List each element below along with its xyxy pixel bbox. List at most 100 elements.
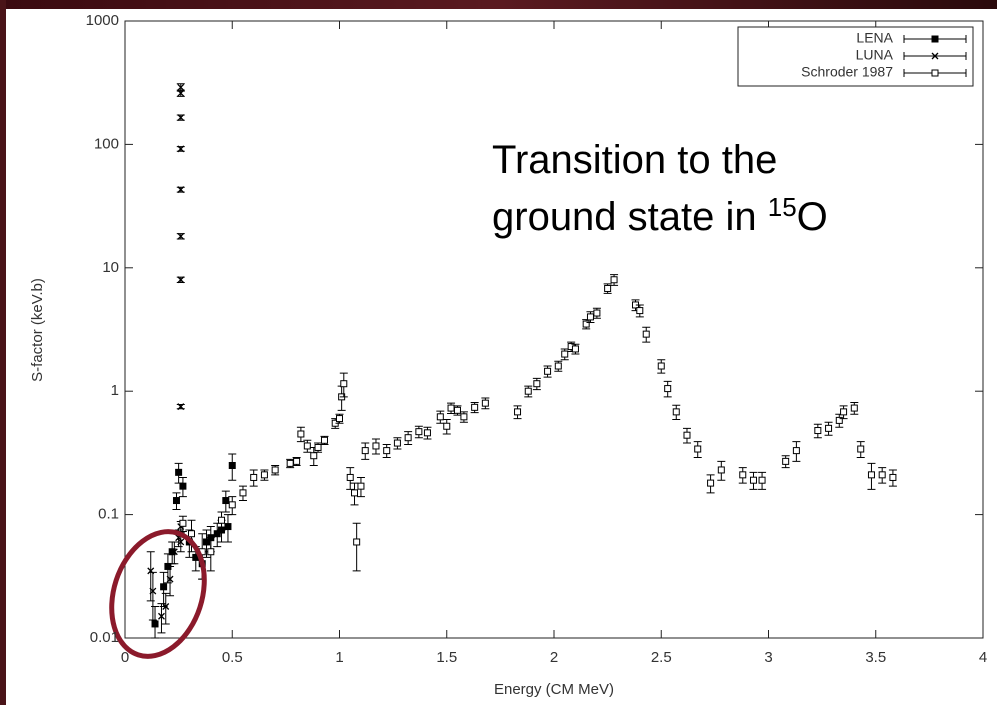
marker: [460, 413, 468, 421]
annotation-text: ground state in: [492, 195, 768, 239]
marker: [177, 114, 185, 122]
marker: [177, 83, 185, 91]
marker: [857, 445, 865, 453]
marker: [353, 538, 361, 546]
marker: [415, 428, 423, 436]
marker: [213, 530, 221, 538]
marker: [867, 471, 875, 479]
marker: [340, 380, 348, 388]
x-tick-label: 4: [979, 649, 987, 666]
marker: [170, 548, 178, 556]
marker: [250, 473, 258, 481]
y-tick-label: 1: [111, 382, 119, 399]
error-bar: [148, 571, 157, 621]
marker: [423, 429, 431, 437]
y-tick-label: 0.1: [98, 506, 119, 523]
marker: [172, 497, 180, 505]
annotation-superscript: 15: [768, 192, 797, 222]
x-tick-label: 3: [764, 649, 772, 666]
marker-x: [149, 587, 157, 595]
error-bar: [161, 592, 170, 625]
marker: [447, 404, 455, 412]
marker: [177, 145, 185, 153]
marker: [346, 473, 354, 481]
error-bar: [166, 565, 175, 597]
marker: [554, 362, 562, 370]
marker: [782, 457, 790, 465]
marker: [436, 413, 444, 421]
marker-x: [177, 83, 185, 91]
marker: [207, 548, 215, 556]
marker: [481, 399, 489, 407]
marker-x: [177, 114, 185, 122]
marker-x: [170, 548, 178, 556]
marker: [297, 430, 305, 438]
marker: [471, 403, 479, 411]
marker: [514, 408, 522, 416]
marker: [717, 466, 725, 474]
marker: [931, 69, 939, 77]
marker: [314, 443, 322, 451]
marker: [177, 186, 185, 194]
marker-x: [166, 575, 174, 583]
marker-x: [177, 186, 185, 194]
marker: [357, 482, 365, 490]
x-axis-label: Energy (CM MeV): [494, 681, 614, 698]
marker: [610, 276, 618, 284]
marker: [372, 442, 380, 450]
marker: [320, 436, 328, 444]
marker: [228, 461, 236, 469]
marker: [544, 367, 552, 375]
marker: [303, 442, 311, 450]
marker: [561, 350, 569, 358]
marker: [586, 313, 594, 321]
marker: [524, 387, 532, 395]
plot-frame: [124, 20, 984, 639]
marker: [931, 52, 939, 60]
marker: [533, 380, 541, 388]
legend-label: Schroder 1987: [801, 64, 893, 80]
y-tick-label: 10: [102, 259, 119, 276]
y-tick-label: 1000: [86, 12, 119, 29]
x-tick-label: 0.5: [222, 649, 243, 666]
marker: [179, 519, 187, 527]
annotation: ground state in 15O: [492, 192, 828, 239]
x-tick-label: 1.5: [436, 649, 457, 666]
marker: [177, 538, 185, 546]
marker: [179, 482, 187, 490]
marker: [707, 479, 715, 487]
marker: [739, 471, 747, 479]
marker: [749, 476, 757, 484]
error-bar: [157, 603, 166, 634]
error-bar: [352, 522, 361, 572]
marker-x: [162, 603, 170, 610]
marker: [239, 489, 247, 497]
marker: [361, 447, 369, 455]
marker: [604, 284, 612, 292]
marker: [158, 612, 165, 620]
marker: [177, 276, 185, 284]
marker: [177, 403, 185, 411]
marker: [187, 530, 195, 538]
error-bar: [170, 541, 179, 565]
marker-x: [177, 232, 185, 240]
marker: [383, 447, 391, 455]
marker: [453, 406, 461, 414]
marker: [393, 439, 401, 447]
annotation: Transition to the: [492, 138, 777, 182]
marker: [293, 457, 301, 465]
marker: [889, 473, 897, 481]
y-tick-label: 0.01: [90, 629, 119, 646]
marker: [683, 431, 691, 439]
y-axis-label: S-factor (keV.b): [29, 278, 46, 382]
x-tick-label: 2.5: [651, 649, 672, 666]
plot-area: [146, 83, 897, 639]
marker: [850, 404, 858, 412]
marker: [672, 408, 680, 416]
marker: [151, 620, 159, 628]
marker: [218, 516, 226, 524]
marker: [310, 452, 318, 460]
marker-x: [931, 52, 939, 60]
